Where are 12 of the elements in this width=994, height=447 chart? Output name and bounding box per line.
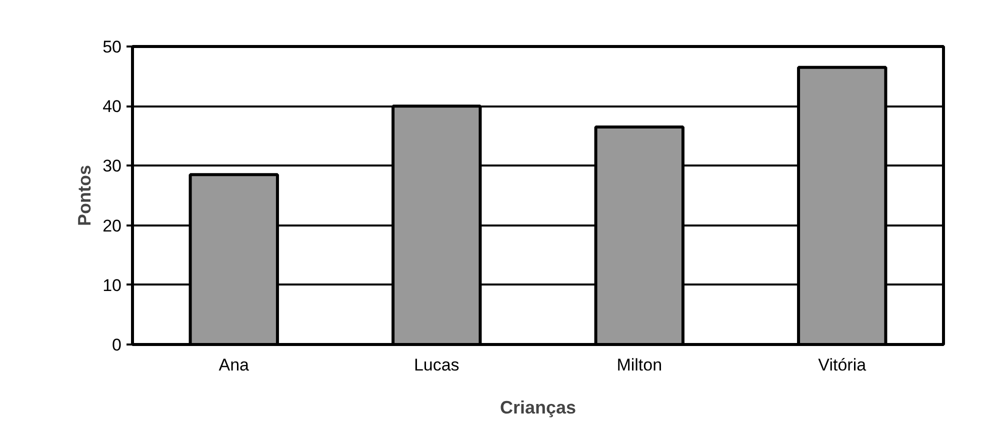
y-tick-label: 40 bbox=[102, 97, 122, 116]
y-tick-label: 30 bbox=[102, 156, 122, 176]
x-tick-label: Lucas bbox=[414, 356, 460, 374]
x-axis-title: Crianças bbox=[500, 398, 576, 418]
y-tick-label: 10 bbox=[102, 276, 122, 295]
x-tick-label: Vitória bbox=[818, 356, 867, 374]
x-tick-label: Milton bbox=[616, 356, 662, 374]
y-tick-label: 20 bbox=[102, 216, 122, 236]
y-axis-title: Pontos bbox=[74, 165, 95, 226]
y-tick-label: 0 bbox=[112, 336, 122, 354]
x-tick-label: Ana bbox=[218, 356, 250, 374]
y-tick-label: 50 bbox=[102, 38, 122, 56]
